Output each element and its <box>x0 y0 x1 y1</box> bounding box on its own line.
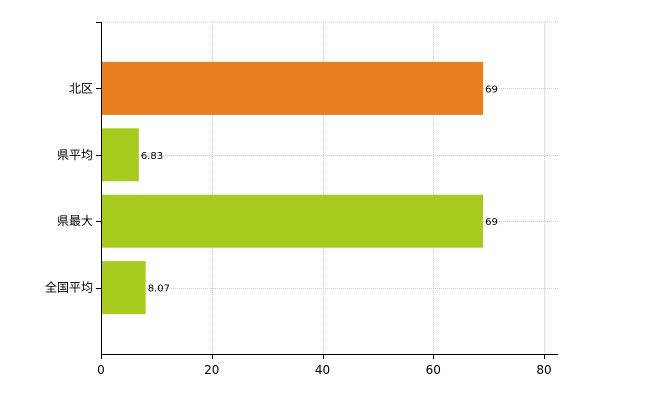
bar-0 <box>101 61 484 115</box>
category-label: 北区 <box>69 81 93 95</box>
data-label: 69 <box>485 84 498 95</box>
bars <box>101 61 484 315</box>
category-label: 県平均 <box>57 148 93 162</box>
axes <box>96 22 558 359</box>
x-tick-label: 60 <box>426 363 441 377</box>
data-label: 69 <box>485 217 498 228</box>
data-label: 8.07 <box>148 284 170 295</box>
x-tick-label: 0 <box>97 363 105 377</box>
x-tick-label: 40 <box>315 363 330 377</box>
category-label: 県最大 <box>57 214 93 228</box>
x-tick-label: 20 <box>204 363 219 377</box>
data-label: 6.83 <box>141 151 163 162</box>
category-label: 全国平均 <box>45 280 93 295</box>
x-tick-label: 80 <box>536 363 551 377</box>
bar-2 <box>101 194 484 248</box>
bar-1 <box>101 128 139 182</box>
bar-3 <box>101 261 146 315</box>
